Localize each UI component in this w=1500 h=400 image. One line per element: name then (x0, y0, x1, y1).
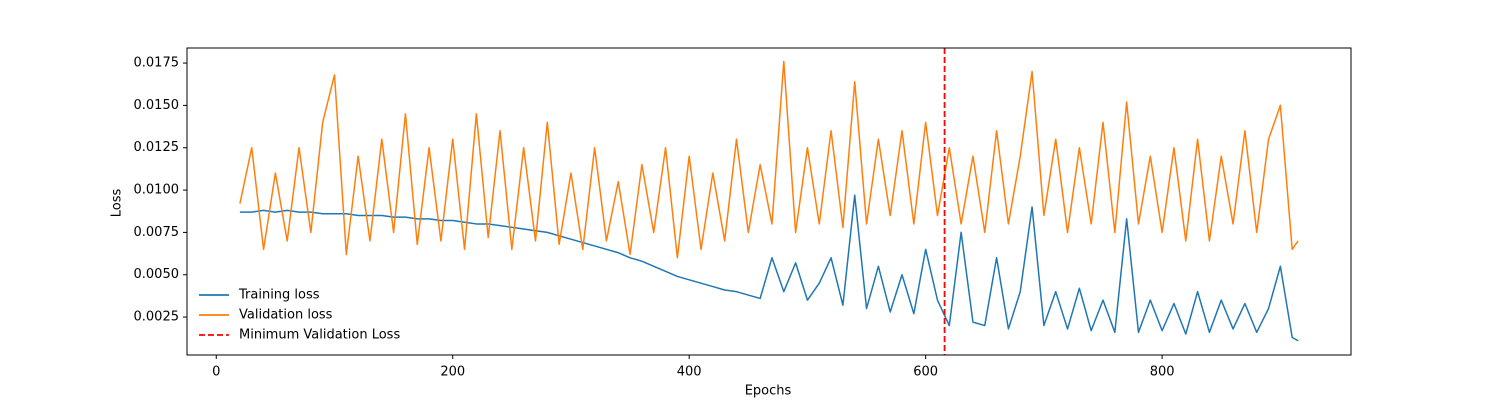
legend-label: Training loss (238, 288, 320, 303)
y-axis-label: Loss (110, 189, 125, 218)
y-tick-label: 0.0125 (134, 140, 180, 155)
x-axis-label: Epochs (745, 384, 792, 399)
y-tick-label: 0.0150 (134, 98, 180, 113)
y-tick-label: 0.0025 (134, 310, 180, 325)
plot-frame (186, 47, 1352, 356)
data-line (239, 194, 1299, 342)
y-tick-label: 0.0075 (134, 225, 180, 240)
x-tick-label: 400 (677, 365, 702, 380)
x-tick-label: 600 (913, 365, 938, 380)
x-tick-label: 200 (440, 365, 465, 380)
x-tick-label: 0 (212, 365, 220, 380)
legend-label: Validation loss (239, 308, 333, 323)
data-line (239, 60, 1299, 259)
y-tick-label: 0.0050 (134, 267, 180, 282)
legend-label: Minimum Validation Loss (239, 328, 400, 343)
y-tick-label: 0.0175 (134, 56, 180, 71)
x-tick-label: 800 (1150, 365, 1175, 380)
y-tick-label: 0.0100 (134, 183, 180, 198)
